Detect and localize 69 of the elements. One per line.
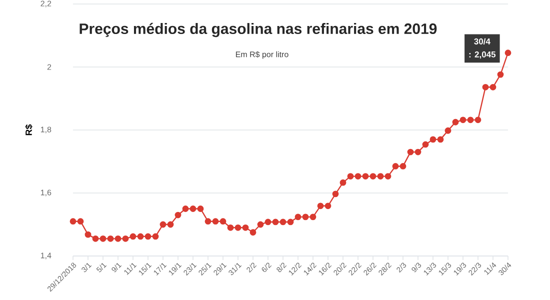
point [257,221,264,228]
point [370,173,376,180]
point [167,221,174,228]
point [264,218,272,226]
point [497,71,504,78]
point [407,148,414,156]
y-tick-label: 1,4 [40,252,52,260]
point [287,218,294,226]
point [272,218,279,226]
point [310,214,316,220]
point [362,173,369,180]
point [437,136,444,143]
y-tick-label: 2 [47,64,52,70]
point [347,173,354,180]
point [392,163,399,170]
point [430,136,436,143]
point [122,235,129,242]
point [190,206,196,212]
point [280,218,286,226]
point [197,206,204,212]
point [144,233,152,240]
point [234,224,242,231]
point [100,235,106,242]
point [130,233,136,240]
point [227,224,234,231]
point [77,218,84,225]
point [354,173,362,180]
point [220,218,226,225]
point [160,221,166,228]
point [182,206,189,212]
point [400,163,406,170]
point [377,173,384,180]
point [467,116,474,124]
point [242,224,249,231]
y-axis-title: R$ [25,124,33,136]
point [460,116,466,124]
point [332,190,339,198]
point [340,179,346,186]
text: Preços médios da gasolina nas refinarias em 2019 [80,22,437,38]
point [504,50,512,56]
point [174,212,182,218]
point [317,202,324,210]
point [414,148,422,156]
point [422,141,429,148]
point [114,235,122,242]
point [137,233,144,240]
point [384,173,392,180]
point [92,235,99,242]
text: Em R$ por litro [236,51,288,59]
point [490,84,496,90]
point [302,214,309,220]
point [152,233,159,240]
point [474,116,482,124]
point [70,218,76,225]
point [452,118,459,126]
point [107,235,114,242]
y-tick-label: 1,8 [40,126,52,134]
point [294,214,302,220]
point [204,218,212,225]
y-tick-label: 2,2 [40,0,52,8]
annotation: 30/4 [474,38,490,45]
point [444,127,452,134]
point [250,229,256,236]
point [324,202,332,210]
annotation: : 2,045 [469,51,496,59]
point [84,231,92,238]
point [212,218,219,225]
y-tick-label: 1,6 [40,190,52,196]
point [482,84,489,90]
